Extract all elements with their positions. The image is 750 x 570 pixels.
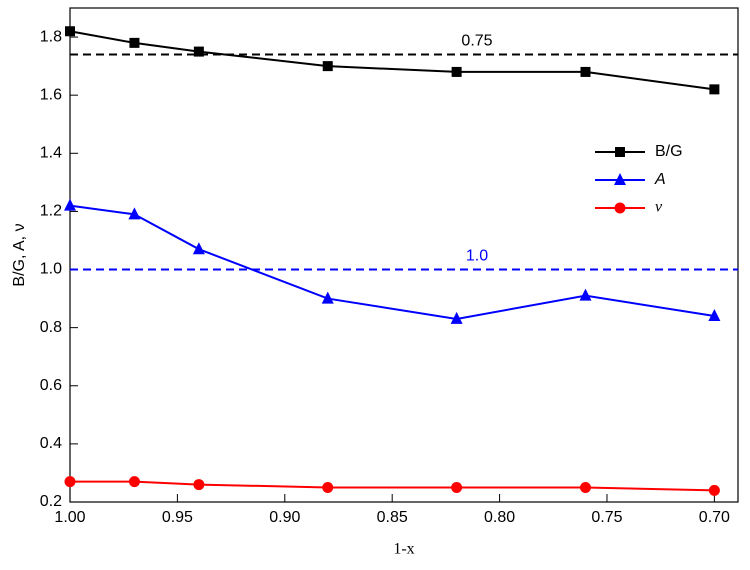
data-point <box>579 481 591 493</box>
series-line <box>69 204 715 320</box>
data-point <box>193 479 205 491</box>
legend-marker <box>614 202 626 214</box>
data-point <box>129 37 140 48</box>
y-tick-label: 1.2 <box>40 203 62 220</box>
data-point <box>580 66 591 77</box>
plot-frame <box>69 7 739 503</box>
x-tick-label: 0.75 <box>591 509 622 526</box>
y-tick-label: 0.8 <box>40 319 62 336</box>
x-tick-label: 0.85 <box>377 509 408 526</box>
data-point <box>322 61 333 72</box>
y-axis-label: B/G, A, ν <box>11 223 28 286</box>
series-line <box>70 480 715 492</box>
data-point <box>64 198 76 211</box>
x-tick-label: 0.70 <box>699 509 730 526</box>
data-point <box>451 481 463 493</box>
y-tick-label: 0.4 <box>40 435 62 452</box>
x-tick-label: 0.90 <box>269 509 300 526</box>
data-point <box>579 288 592 301</box>
data-point <box>128 207 141 220</box>
data-point <box>193 46 204 57</box>
y-tick-label: 1.8 <box>40 28 62 45</box>
data-point <box>450 311 463 324</box>
data-point <box>322 481 334 493</box>
x-axis-label: 1-x <box>393 541 414 558</box>
y-tick-label: 1.4 <box>40 145 62 162</box>
legend-marker <box>614 173 626 185</box>
reference-label: 0.75 <box>461 33 492 50</box>
y-tick-label: 1.0 <box>40 261 62 278</box>
reference-label: 1.0 <box>466 248 488 265</box>
data-point <box>321 291 334 304</box>
legend-label: B/G <box>655 143 683 160</box>
data-point <box>451 66 462 77</box>
data-point <box>709 84 720 95</box>
y-tick-label: 1.6 <box>40 86 62 103</box>
data-point <box>192 242 205 255</box>
data-point <box>128 476 140 488</box>
series-line <box>69 30 715 91</box>
x-tick-label: 0.80 <box>484 509 515 526</box>
data-point <box>65 26 75 37</box>
data-point <box>708 484 720 496</box>
y-tick-label: 0.6 <box>40 377 62 394</box>
x-tick-label: 0.95 <box>162 509 193 526</box>
data-point <box>64 476 76 488</box>
legend-label: ν <box>655 199 663 216</box>
legend-marker <box>615 147 625 157</box>
data-point <box>708 309 721 322</box>
x-tick-label: 1.00 <box>54 509 85 526</box>
y-tick-label: 0.2 <box>40 493 62 510</box>
legend-label: A <box>654 171 666 188</box>
